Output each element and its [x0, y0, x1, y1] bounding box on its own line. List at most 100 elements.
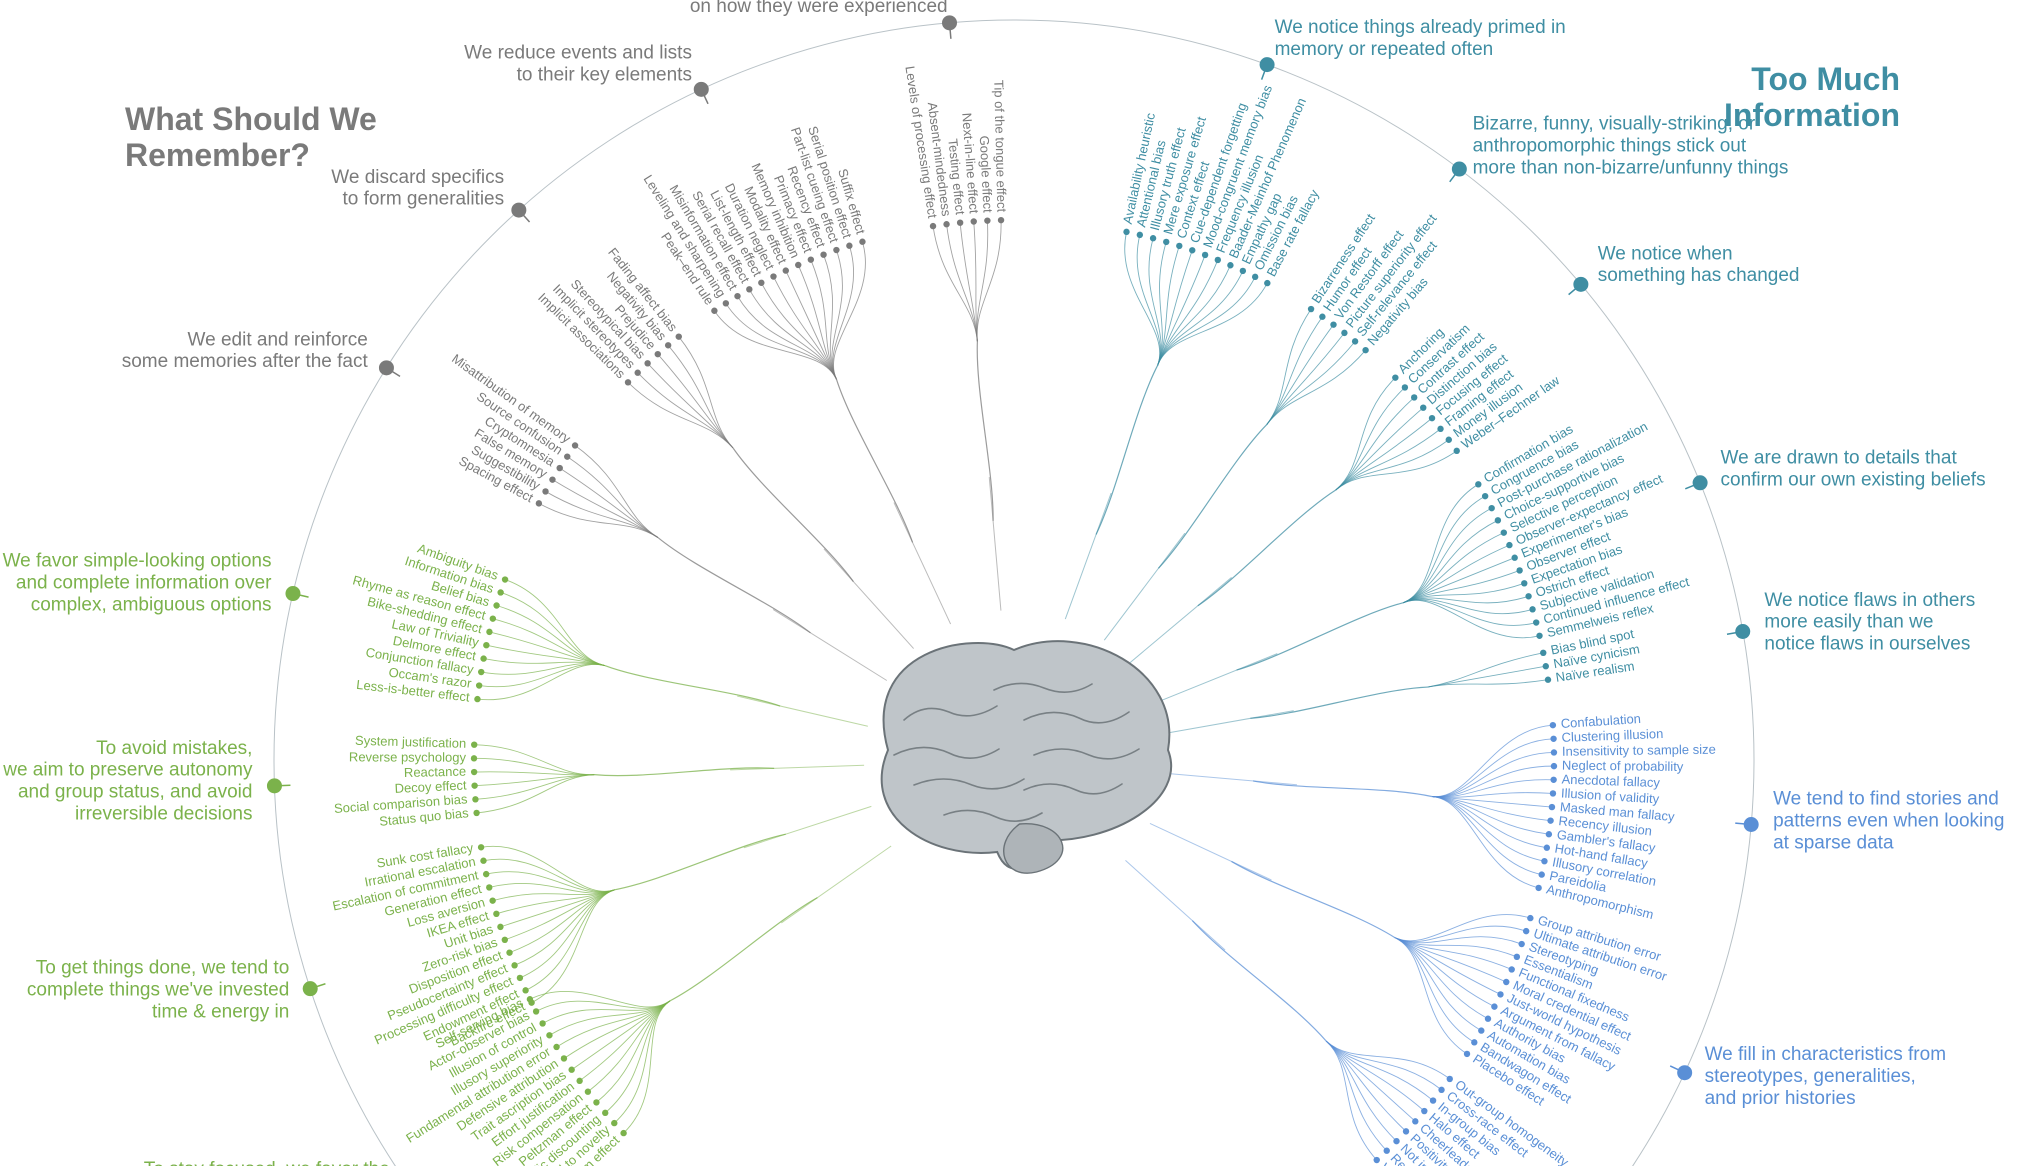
bias-dot	[472, 796, 478, 802]
bias-dot	[1393, 1138, 1399, 1144]
bias-dot	[1421, 1108, 1427, 1114]
category-label: We favor simple-looking optionsand compl…	[3, 551, 273, 616]
bias-dot	[549, 476, 555, 482]
bias-dot	[1497, 991, 1503, 997]
bias-dot	[486, 629, 492, 635]
bias-dot	[478, 669, 484, 675]
bias-dot	[602, 1110, 608, 1116]
category-dot	[1452, 162, 1467, 177]
bias-dot	[1529, 606, 1535, 612]
bias-dot	[517, 975, 523, 981]
bias-dot	[1545, 677, 1551, 683]
category-label-line: We favor simple-looking options	[3, 551, 272, 572]
category-label: To stay focused, we favor theimmediate, …	[144, 1159, 390, 1166]
bias-dot	[1533, 619, 1539, 625]
bias-dot	[1488, 505, 1494, 511]
bias-dot	[758, 280, 764, 286]
bias-dot	[1550, 790, 1556, 796]
bias-dot	[506, 949, 512, 955]
bias-dot	[536, 500, 542, 506]
bias-dot	[620, 1130, 626, 1136]
category-label-line: some memories after the fact	[122, 351, 369, 372]
bias-dot	[971, 218, 977, 224]
bias-dot	[593, 1099, 599, 1105]
category-dot	[1677, 1065, 1692, 1080]
bias-dot	[1503, 979, 1509, 985]
bias-dot	[1536, 633, 1542, 639]
bias-dot	[723, 300, 729, 306]
bias-dot	[1123, 229, 1129, 235]
category-dot	[303, 981, 318, 996]
bias-dot	[625, 379, 631, 385]
bias-dot	[1446, 437, 1452, 443]
bias-dot	[489, 897, 495, 903]
category-dot	[942, 15, 957, 30]
bias-dot	[1308, 306, 1314, 312]
bias-dot	[1514, 954, 1520, 960]
bias-dot	[770, 273, 776, 279]
category-label: We discard specificsto form generalities	[331, 167, 504, 210]
bias-dot	[493, 911, 499, 917]
bias-dot	[655, 351, 661, 357]
bias-dot	[483, 642, 489, 648]
category-label-line: we aim to preserve autonomy	[2, 760, 253, 781]
bias-dot	[1471, 1039, 1477, 1045]
category-label-line: to form generalities	[343, 189, 505, 210]
category-dot	[379, 360, 394, 375]
bias-dot	[820, 251, 826, 257]
bias-label: Reactance	[404, 764, 466, 780]
bias-dot	[1550, 722, 1556, 728]
bias-dot	[1535, 885, 1541, 891]
bias-dot	[1150, 235, 1156, 241]
bias-dot	[711, 308, 717, 314]
bias-dot	[493, 602, 499, 608]
bias-dot	[1437, 426, 1443, 432]
bias-dot	[1478, 1027, 1484, 1033]
bias-dot	[1509, 966, 1515, 972]
bias-dot	[1438, 1087, 1444, 1093]
bias-dot	[1411, 394, 1417, 400]
bias-dot	[1546, 831, 1552, 837]
category-dot	[267, 778, 282, 793]
category-dot	[1735, 624, 1750, 639]
bias-label: System justification	[355, 733, 467, 751]
category-label: We are drawn to details thatconfirm our …	[1721, 448, 1986, 491]
bias-dot	[1202, 252, 1208, 258]
bias-dot	[1412, 1118, 1418, 1124]
bias-dot	[539, 1020, 545, 1026]
bias-dot	[634, 370, 640, 376]
bias-dot	[564, 453, 570, 459]
bias-dot	[483, 871, 489, 877]
category-label-line: anthropomorphic things stick out	[1473, 135, 1747, 156]
category-dot	[1693, 475, 1708, 490]
bias-dot	[808, 256, 814, 262]
bias-dot	[1523, 928, 1529, 934]
bias-dot	[572, 442, 578, 448]
bias-dot	[471, 755, 477, 761]
category-label-line: complex, ambiguous options	[31, 594, 272, 615]
bias-label: Insensitivity to sample size	[1562, 742, 1716, 759]
bias-dot	[1549, 804, 1555, 810]
bias-dot	[1240, 268, 1246, 274]
bias-dot	[1252, 274, 1258, 280]
bias-dot	[1495, 517, 1501, 523]
bias-dot	[1475, 481, 1481, 487]
bias-label: Tip of the tongue effect	[991, 80, 1009, 213]
category-label-line: and group status, and avoid	[18, 782, 253, 803]
bias-dot	[1547, 817, 1553, 823]
bias-dot	[1550, 777, 1556, 783]
bias-dot	[497, 589, 503, 595]
bias-dot	[1137, 232, 1143, 238]
bias-dot	[734, 293, 740, 299]
bias-dot	[585, 1089, 591, 1095]
bias-dot	[998, 217, 1004, 223]
bias-dot	[522, 987, 528, 993]
bias-dot	[576, 1078, 582, 1084]
bias-dot	[1189, 247, 1195, 253]
category-label-line: and complete information over	[16, 573, 272, 594]
bias-dot	[846, 243, 852, 249]
bias-dot	[1176, 243, 1182, 249]
bias-dot	[1215, 257, 1221, 263]
category-label-line: To stay focused, we favor the	[144, 1159, 390, 1166]
bias-dot	[474, 696, 480, 702]
